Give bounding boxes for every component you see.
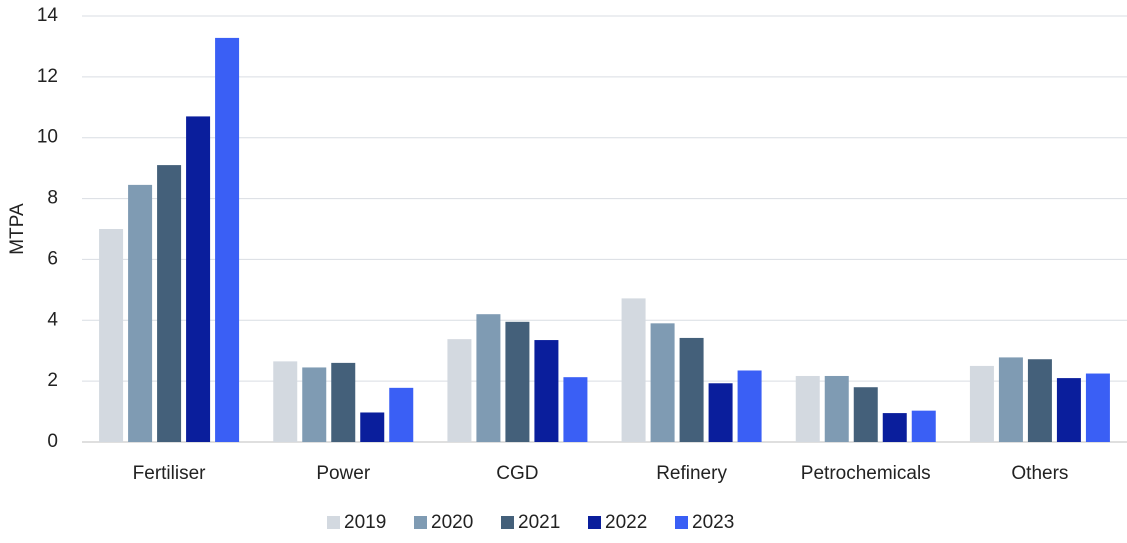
x-tick-label: CGD: [496, 463, 538, 484]
x-tick-label: Refinery: [656, 463, 727, 484]
bar: [969, 365, 994, 442]
y-tick-label: 2: [47, 370, 58, 391]
bar: [1085, 373, 1110, 442]
bar: [1027, 359, 1052, 442]
x-tick-label: Power: [316, 463, 371, 484]
legend-swatch: [414, 516, 427, 529]
y-tick-label: 0: [47, 431, 58, 452]
bar: [302, 367, 327, 442]
bar: [853, 387, 878, 442]
legend-label: 2022: [605, 512, 647, 533]
legend-swatch: [675, 516, 688, 529]
y-tick-label: 14: [37, 5, 59, 26]
bar: [389, 387, 414, 442]
bar: [215, 37, 240, 443]
legend-label: 2020: [431, 512, 473, 533]
y-tick-label: 10: [37, 127, 58, 148]
legend-swatch: [501, 516, 514, 529]
x-tick-label: Fertiliser: [133, 463, 207, 484]
y-tick-label: 12: [37, 66, 58, 87]
bar: [360, 412, 385, 442]
bar: [128, 184, 153, 442]
x-tick-label: Others: [1011, 463, 1068, 484]
y-tick-label: 4: [47, 309, 58, 330]
legend-label: 2019: [344, 512, 386, 533]
bar: [737, 370, 762, 442]
bar: [186, 116, 211, 443]
bar: [998, 357, 1023, 442]
bar: [679, 337, 704, 442]
bar: [331, 362, 356, 442]
bar: [795, 375, 820, 442]
bar: [476, 314, 501, 442]
y-tick-label: 6: [47, 248, 58, 269]
y-tick-label: 8: [47, 188, 58, 209]
bar: [273, 361, 298, 442]
y-axis-label: MTPA: [7, 203, 28, 255]
bar: [1056, 378, 1081, 442]
bar: [157, 165, 182, 442]
bar: [505, 321, 530, 442]
bar: [447, 339, 472, 442]
bar: [911, 410, 936, 442]
legend-swatch: [588, 516, 601, 529]
bar: [708, 383, 733, 442]
bar: [882, 413, 907, 442]
bar: [99, 229, 124, 442]
x-tick-label: Petrochemicals: [801, 463, 931, 484]
legend-label: 2023: [692, 512, 734, 533]
bar: [621, 298, 646, 442]
bar: [534, 340, 559, 442]
legend-label: 2021: [518, 512, 560, 533]
bar: [563, 377, 588, 442]
bar: [650, 323, 675, 442]
legend-swatch: [327, 516, 340, 529]
bar: [824, 375, 849, 442]
